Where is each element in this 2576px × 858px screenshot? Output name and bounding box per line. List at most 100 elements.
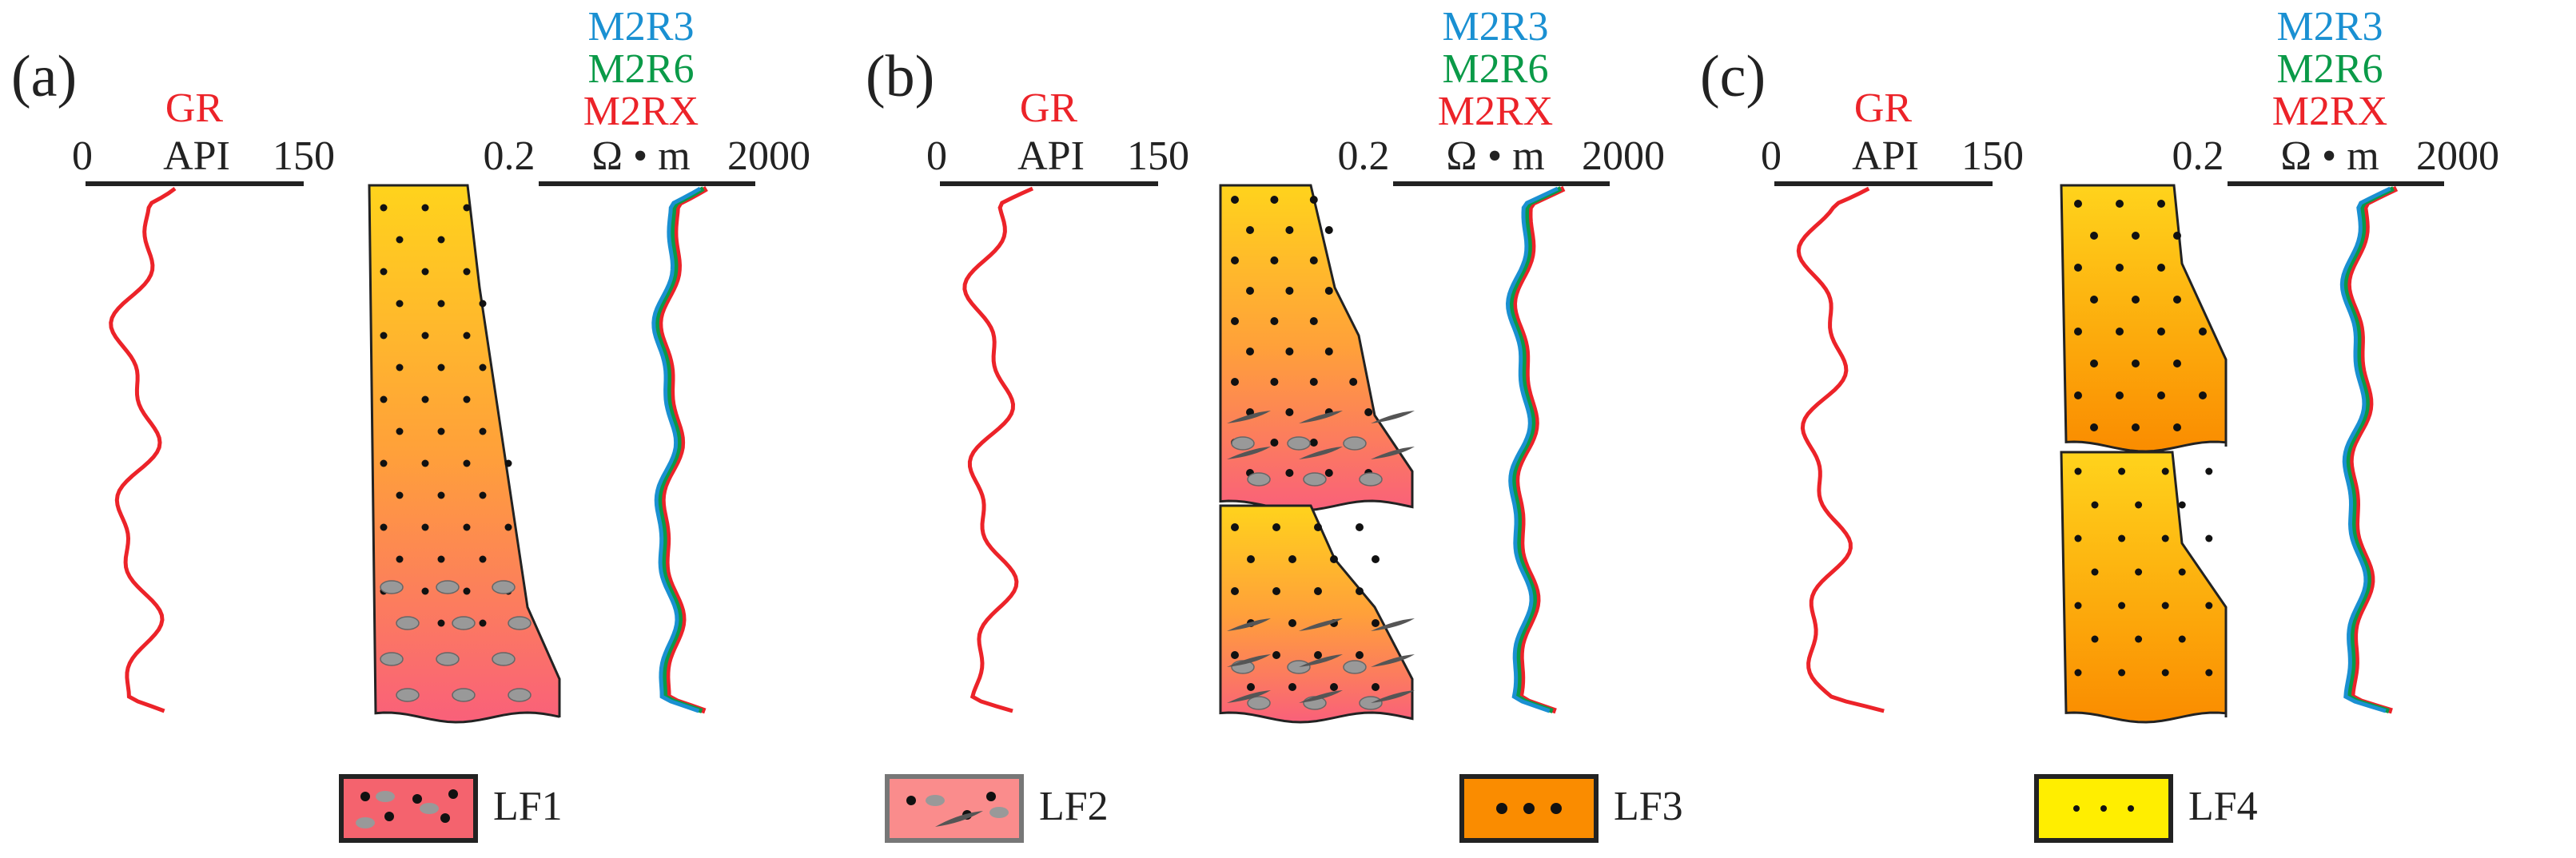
grain-dot — [2074, 200, 2082, 208]
grain-dot — [1551, 803, 1562, 814]
grain-dot — [2173, 296, 2181, 304]
grain-dot — [1288, 555, 1296, 563]
grain-dot — [463, 268, 471, 276]
log-curve — [657, 185, 708, 714]
grain-dot — [1372, 555, 1380, 563]
grain-dot — [1285, 469, 1294, 477]
lens-mark — [1299, 690, 1343, 703]
grain-dot — [412, 794, 422, 804]
grain-dot — [2157, 200, 2165, 208]
gr-unit: API — [1017, 133, 1085, 179]
grain-dot — [380, 395, 388, 403]
grain-dot — [1231, 587, 1239, 595]
grain-dot — [1309, 196, 1318, 204]
grain-dot — [504, 459, 512, 467]
legend-label: LF3 — [1614, 784, 1683, 829]
grain-dot — [421, 204, 429, 212]
lens-mark — [1299, 411, 1343, 423]
grain-dot — [437, 363, 445, 371]
grain-dot — [1330, 683, 1338, 691]
grain-dot — [2091, 501, 2099, 509]
gr-max: 150 — [273, 133, 335, 179]
grain-dot — [2091, 635, 2099, 643]
grain-dot — [2090, 296, 2098, 304]
grain-dot — [1247, 555, 1255, 563]
log-curve — [109, 186, 177, 713]
gr-title: GR — [1020, 85, 1078, 131]
log-curve — [962, 186, 1034, 713]
pebble — [1287, 436, 1311, 451]
panel-label: (c) — [1700, 44, 1766, 109]
grain-dot — [396, 300, 404, 308]
pebble — [420, 803, 439, 814]
grain-dot — [421, 268, 429, 276]
lithology-column — [1219, 184, 1414, 512]
log-curve — [654, 186, 705, 713]
grain-dot — [396, 363, 404, 371]
res-max: 2000 — [1582, 133, 1665, 179]
curve-name: M2R3 — [2277, 4, 2383, 50]
curve-name: M2RX — [2272, 89, 2387, 134]
pebble — [436, 652, 460, 666]
grain-dot — [440, 813, 450, 823]
pebble — [1247, 696, 1271, 710]
grain-dot — [396, 427, 404, 435]
grain-dot — [1330, 555, 1338, 563]
grain-dot — [2118, 467, 2126, 475]
grain-dot — [479, 555, 487, 563]
grain-dot — [2205, 467, 2213, 475]
grain-dot — [2178, 501, 2186, 509]
lens-mark — [1371, 654, 1415, 667]
grain-dot — [2178, 568, 2186, 576]
grain-dot — [2161, 602, 2169, 610]
grain-dot — [1309, 256, 1318, 264]
grain-dot — [384, 812, 394, 821]
pebble — [436, 580, 460, 594]
grain-dot — [2132, 423, 2140, 431]
grain-dot — [2074, 467, 2082, 475]
grain-dot — [380, 459, 388, 467]
res-unit: Ω • m — [591, 133, 690, 179]
pebble — [492, 652, 516, 666]
pebble — [508, 616, 532, 630]
grain-dot — [2074, 669, 2082, 677]
grain-dot — [1246, 348, 1254, 356]
curve-name: M2R6 — [1443, 46, 1549, 92]
lens-mark — [1299, 654, 1343, 667]
grain-dot — [479, 491, 487, 499]
log-curve — [2343, 186, 2395, 713]
grain-dot — [437, 555, 445, 563]
grain-dot — [437, 491, 445, 499]
res-max: 2000 — [727, 133, 810, 179]
grain-dot — [2074, 264, 2082, 272]
log-curve — [2339, 186, 2391, 713]
grain-dot — [2090, 423, 2098, 431]
grain-dot — [1523, 803, 1535, 814]
grain-dot — [1496, 803, 1507, 814]
grain-dot — [1314, 523, 1322, 531]
grain-dot — [2118, 669, 2126, 677]
grain-dot — [2199, 391, 2207, 399]
lens-mark — [1371, 411, 1415, 423]
grain-dot — [2205, 602, 2213, 610]
pebble — [926, 795, 945, 806]
grain-dot — [2205, 669, 2213, 677]
panel-label: (b) — [866, 44, 934, 109]
curve-name: M2R6 — [2277, 46, 2383, 92]
grain-dot — [1246, 287, 1254, 295]
grain-dot — [1372, 619, 1380, 627]
grain-dot — [437, 427, 445, 435]
grain-dot — [2116, 200, 2124, 208]
grain-dot — [1309, 439, 1318, 447]
grain-dot — [1285, 348, 1294, 356]
grain-dot — [437, 619, 445, 627]
grain-dot — [1324, 226, 1333, 234]
grain-dot — [360, 792, 370, 801]
grain-dot — [2178, 635, 2186, 643]
pebble — [356, 817, 375, 828]
grain-dot — [2118, 602, 2126, 610]
lens-mark — [1227, 690, 1271, 703]
lens-mark — [1371, 618, 1415, 631]
grain-dot — [380, 523, 388, 531]
